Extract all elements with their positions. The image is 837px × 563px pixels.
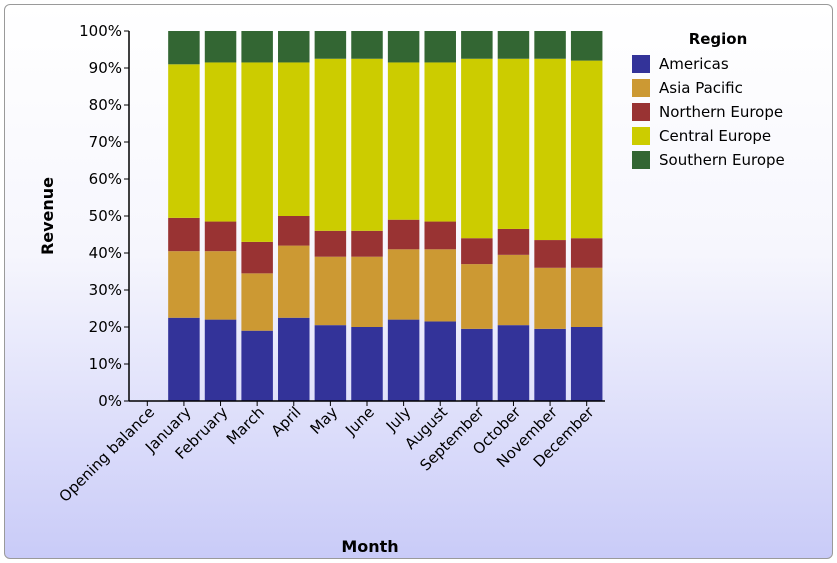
bar-segment-southern-europe-december (570, 31, 603, 61)
bar-segment-central-europe-march (241, 62, 273, 242)
chart-frame: 0% 10% 20% 30% 40% 50% 60% 70% 80% 90% 100% Openin… (4, 4, 833, 559)
bar-segment-central-europe-october (497, 58, 530, 229)
bar-segment-americas-october (497, 325, 530, 401)
bar-segment-southern-europe-june (351, 31, 383, 59)
bar-segment-asia-pacific-april (278, 245, 310, 318)
legend-swatch-southern-europe (632, 151, 650, 169)
x-tick-label-may: May (307, 403, 342, 438)
bar-segment-americas-july (387, 319, 420, 401)
bar-segment-asia-pacific-december (570, 267, 603, 327)
bar-segment-americas-september (461, 328, 493, 401)
y-tick-label: 10% (89, 355, 122, 373)
bar-segment-asia-pacific-october (497, 254, 530, 326)
bar-segment-asia-pacific-june (351, 256, 383, 327)
legend-swatch-central-europe (632, 127, 650, 145)
y-tick-label: 90% (89, 59, 122, 77)
bar-segment-americas-january (168, 317, 200, 401)
y-tick-label: 30% (89, 281, 122, 299)
bar-segment-central-europe-june (351, 58, 383, 231)
bar-segment-northern-europe-august (424, 221, 456, 250)
x-tick-label-opening-balance: Opening balance (56, 403, 159, 506)
bar-segment-southern-europe-august (424, 31, 456, 63)
bar-segment-central-europe-april (278, 62, 310, 217)
bar-segment-americas-april (278, 317, 310, 401)
bar-segment-americas-may (314, 325, 347, 401)
bar-segment-southern-europe-january (168, 31, 200, 65)
bar-segment-southern-europe-april (278, 31, 310, 63)
bar-segment-northern-europe-april (278, 216, 310, 246)
bar-segment-asia-pacific-may (314, 256, 347, 326)
x-tick-label-april: April (268, 403, 305, 440)
legend-label-southern-europe: Southern Europe (659, 151, 785, 169)
legend-swatch-americas (632, 55, 650, 73)
bars-group (168, 31, 603, 401)
legend-label-asia-pacific: Asia Pacific (659, 79, 743, 97)
bar-segment-americas-august (424, 321, 456, 401)
bar-segment-americas-december (570, 327, 603, 401)
legend: Region Americas Asia Pacific Northern Euro… (632, 30, 785, 169)
bar-segment-asia-pacific-november (534, 267, 566, 329)
y-tick-label: 50% (89, 207, 122, 225)
y-tick-label: 70% (89, 133, 122, 151)
legend-title: Region (689, 30, 748, 48)
bar-segment-central-europe-july (387, 62, 420, 220)
y-tick-label: 100% (79, 22, 122, 40)
legend-label-americas: Americas (659, 55, 729, 73)
bar-segment-northern-europe-march (241, 241, 273, 274)
bar-segment-northern-europe-june (351, 230, 383, 257)
bar-segment-northern-europe-november (534, 240, 566, 268)
bar-segment-southern-europe-march (241, 31, 273, 63)
bar-segment-americas-march (241, 330, 273, 401)
x-tick-label-march: March (223, 403, 268, 448)
bar-segment-asia-pacific-february (204, 251, 237, 320)
bar-segment-americas-february (204, 319, 237, 401)
bar-segment-central-europe-november (534, 58, 566, 241)
y-tick-label: 80% (89, 96, 122, 114)
bar-segment-americas-november (534, 328, 566, 401)
bar-segment-northern-europe-february (204, 221, 237, 252)
stacked-bar-chart: 0% 10% 20% 30% 40% 50% 60% 70% 80% 90% 100% Openin… (38, 22, 785, 556)
bar-segment-americas-june (351, 327, 383, 401)
bar-segment-central-europe-august (424, 62, 456, 222)
legend-swatch-asia-pacific (632, 79, 650, 97)
bar-segment-central-europe-may (314, 58, 347, 231)
legend-label-northern-europe: Northern Europe (659, 103, 783, 121)
y-tick-label: 20% (89, 318, 122, 336)
bar-segment-northern-europe-september (461, 238, 493, 265)
bar-segment-northern-europe-july (387, 219, 420, 250)
bar-segment-central-europe-september (461, 58, 493, 239)
x-tick-label-june: June (341, 403, 378, 440)
legend-swatch-northern-europe (632, 103, 650, 121)
y-tick-label: 0% (98, 392, 122, 410)
y-ticks-group: 0% 10% 20% 30% 40% 50% 60% 70% 80% 90% 100% (79, 22, 129, 410)
x-axis-title: Month (341, 537, 398, 556)
bar-segment-asia-pacific-july (387, 249, 420, 320)
y-axis-title: Revenue (38, 177, 57, 255)
bar-segment-northern-europe-may (314, 230, 347, 257)
bar-segment-southern-europe-october (497, 31, 530, 59)
bar-segment-central-europe-february (204, 62, 237, 222)
bar-segment-northern-europe-october (497, 228, 530, 255)
bar-segment-asia-pacific-september (461, 264, 493, 329)
bar-segment-central-europe-december (570, 60, 603, 239)
bar-segment-asia-pacific-january (168, 251, 200, 318)
y-tick-label: 40% (89, 244, 122, 262)
bar-segment-southern-europe-february (204, 31, 237, 63)
bar-segment-northern-europe-january (168, 217, 200, 252)
legend-label-central-europe: Central Europe (659, 127, 771, 145)
bar-segment-southern-europe-july (387, 31, 420, 63)
bar-segment-southern-europe-november (534, 31, 566, 59)
bar-segment-southern-europe-september (461, 31, 493, 59)
bar-segment-southern-europe-may (314, 31, 347, 59)
bar-segment-asia-pacific-august (424, 249, 456, 322)
y-tick-label: 60% (89, 170, 122, 188)
bar-segment-central-europe-january (168, 64, 200, 218)
bar-segment-northern-europe-december (570, 238, 603, 268)
bar-segment-asia-pacific-march (241, 273, 273, 331)
